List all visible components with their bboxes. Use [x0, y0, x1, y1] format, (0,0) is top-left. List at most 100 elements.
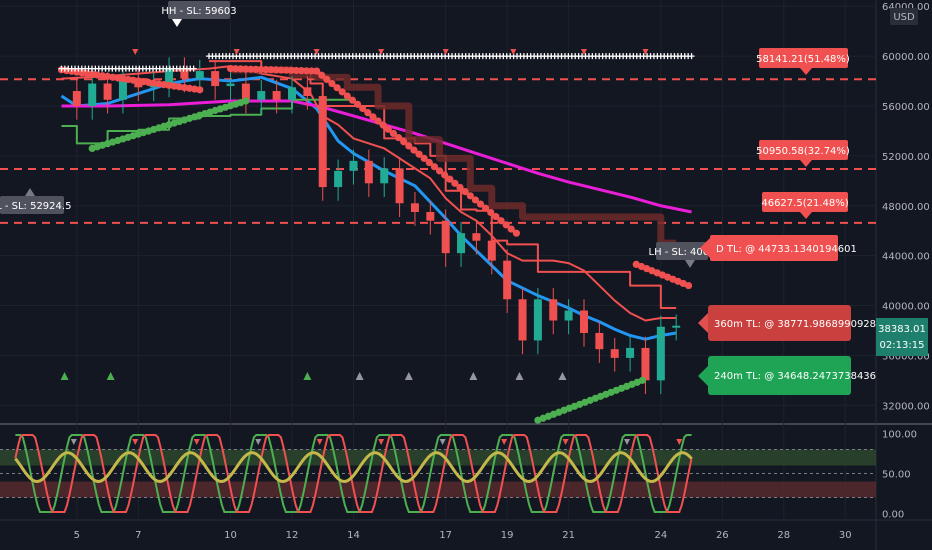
- dot-red_dots_upper: [231, 65, 240, 73]
- cross-marker: [190, 65, 197, 72]
- dot-red_dots_upper: [262, 66, 270, 74]
- currency-badge[interactable]: [890, 8, 918, 25]
- osc-tick-label: 100.00: [882, 429, 917, 440]
- dot-red_dots_decline: [364, 109, 372, 117]
- signal-triangle: [469, 372, 478, 380]
- level-1-text: 58141.21(51.48%): [756, 54, 850, 65]
- sell-marker: [510, 49, 517, 55]
- level-label-1: 58141.21(51.48%): [756, 48, 850, 75]
- sell-marker: [581, 49, 587, 55]
- dot-red_dots_upper: [252, 65, 260, 73]
- osc-marker: [501, 439, 508, 445]
- dot-red_dots_decline: [476, 200, 485, 208]
- dot-red_dots_decline: [446, 175, 454, 183]
- candle-body: [533, 299, 542, 341]
- price-tick-label: 52000.00: [882, 152, 930, 163]
- series-blue_ma: [60, 75, 677, 341]
- time-tick-label: 30: [839, 530, 852, 541]
- candle-body: [72, 91, 81, 106]
- dot-red_dots_upper: [277, 66, 285, 74]
- signal-triangle: [355, 372, 364, 380]
- osc-marker: [70, 439, 77, 445]
- dot-red_dots_decline: [430, 163, 439, 171]
- dot-red_dots_decline: [323, 75, 331, 83]
- sell-marker: [233, 49, 240, 55]
- dot-red_dots_decline: [512, 229, 520, 237]
- series-dark_red_steps: [230, 66, 677, 247]
- candle-body: [441, 220, 450, 254]
- time-tick-label: 24: [654, 530, 667, 541]
- dot-red_dots_decline: [471, 196, 479, 204]
- candle-body: [195, 71, 204, 79]
- dot-red_dots_decline: [435, 167, 444, 175]
- time-tick-label: 12: [286, 530, 299, 541]
- dot-green_dots_low: [242, 97, 250, 105]
- dot-red_dots_decline: [374, 117, 382, 125]
- dot-red_dots_upper: [297, 67, 306, 75]
- price-tick-label: 32000.00: [882, 401, 930, 412]
- trendline-label-daily: D TL: @ 44733.1340194601: [700, 235, 857, 261]
- dot-red_dots_upper: [282, 66, 290, 74]
- candle-body: [641, 347, 650, 381]
- price-tick-label: 40000.00: [882, 302, 930, 313]
- dot-red_dots_decline: [369, 113, 377, 121]
- time-tick-label: 17: [439, 530, 452, 541]
- osc-tick-label: 50.00: [882, 470, 911, 481]
- osc-marker: [316, 439, 323, 445]
- candle-body: [303, 87, 312, 97]
- dot-red_dots_upper: [287, 66, 295, 74]
- osc-marker: [624, 439, 631, 445]
- price-panel[interactable]: [57, 49, 695, 424]
- dot-red_dots_decline: [415, 150, 423, 158]
- pivot-hl-text: HL - SL: 52924.5: [0, 201, 71, 212]
- pivot-lh-text: LH - SL: 4000: [649, 247, 716, 258]
- dot-red_dots_decline: [507, 225, 515, 233]
- time-tick-label: 21: [562, 530, 575, 541]
- sell-marker: [313, 49, 320, 55]
- price-axis[interactable]: 32000.00 36000.00 40000.00 44000.00 48000.00…: [882, 2, 930, 520]
- time-tick-label: 7: [135, 530, 141, 541]
- time-axis[interactable]: 5 7 10 12 14 17 19 21 24 26 28 30: [74, 530, 852, 541]
- series-magenta_ma: [61, 99, 692, 214]
- dot-red_dots_decline: [420, 154, 428, 162]
- candle-body: [595, 332, 604, 350]
- level-label-2: 50950.58(32.74%): [756, 140, 850, 167]
- trendline-daily-text: D TL: @ 44733.1340194601: [716, 244, 857, 255]
- dot-red_dots_decline: [379, 121, 387, 129]
- time-tick-label: 19: [501, 530, 514, 541]
- candle-body: [288, 87, 296, 100]
- candle-body: [487, 240, 496, 261]
- dot-red_dots_upper: [272, 66, 280, 74]
- trendline-360m-text: 360m TL: @ 38771.9868990928: [714, 319, 876, 330]
- osc-marker: [676, 439, 683, 445]
- last-price-value: 38383.01: [878, 324, 926, 335]
- candle-body: [334, 170, 343, 188]
- candle-body: [380, 168, 389, 184]
- time-tick-label: 26: [716, 530, 729, 541]
- pivot-hh-text: HH - SL: 59603: [161, 6, 236, 17]
- time-tick-label: 14: [347, 530, 360, 541]
- candle-body: [241, 83, 250, 100]
- sell-marker: [378, 49, 385, 55]
- dot-red_dots_decline: [456, 183, 464, 192]
- candle-body: [88, 83, 97, 106]
- candle-body: [410, 203, 419, 212]
- time-tick-label: 5: [74, 530, 80, 541]
- dot-red_dots_decline: [461, 188, 469, 196]
- candle-body: [180, 68, 189, 79]
- osc-marker: [439, 439, 446, 445]
- oscillator-panel[interactable]: [0, 434, 876, 513]
- dot-red_dots_right: [684, 281, 693, 290]
- candle-body: [626, 347, 635, 358]
- osc-series-red: [14, 434, 693, 513]
- dot-red_dots_upper: [302, 67, 311, 75]
- dot-red_dots_decline: [487, 208, 495, 217]
- dot-red_dots_decline: [441, 171, 449, 179]
- signal-triangle: [303, 372, 312, 380]
- candle-body: [564, 310, 573, 321]
- dot-green_dots_bottom: [638, 376, 647, 384]
- candle-body: [349, 160, 358, 171]
- dot-red_dots_decline: [400, 138, 408, 146]
- candle-body: [503, 260, 512, 300]
